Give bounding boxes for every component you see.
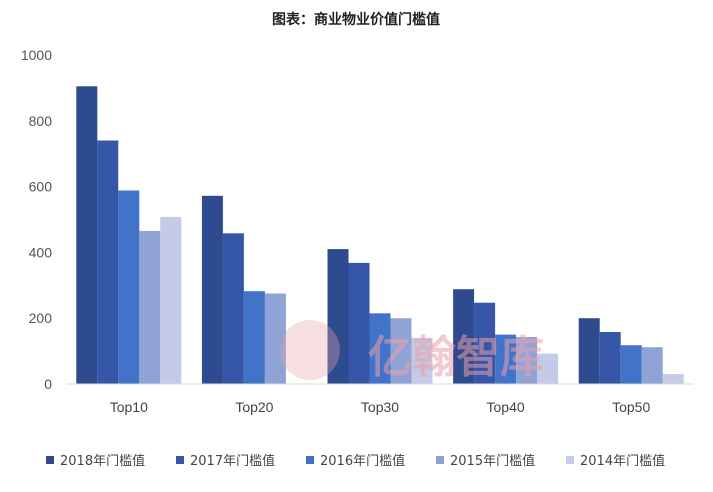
chart-title: 图表：商业物业价值门槛值 <box>272 11 440 28</box>
bar <box>97 140 119 384</box>
legend-label: 2015年门槛值 <box>450 453 535 469</box>
y-tick-label: 800 <box>29 113 53 129</box>
bar <box>222 233 244 384</box>
bar <box>537 353 559 384</box>
legend-label: 2017年门槛值 <box>190 453 275 469</box>
bar <box>118 190 140 384</box>
legend-swatch <box>566 456 574 464</box>
legend-swatch <box>46 456 54 464</box>
bar <box>390 318 412 384</box>
legend-label: 2018年门槛值 <box>60 453 145 469</box>
y-axis: 0 200 400 600 800 1000 <box>21 47 52 392</box>
y-tick-label: 400 <box>29 244 53 260</box>
bar <box>578 318 600 384</box>
watermark: 亿翰智库 <box>280 320 544 383</box>
y-tick-label: 200 <box>29 310 53 326</box>
watermark-logo <box>280 320 340 380</box>
bar <box>264 293 286 384</box>
bar <box>201 195 223 384</box>
x-tick-label: Top10 <box>110 399 148 415</box>
legend-swatch <box>306 456 314 464</box>
legend-label: 2016年门槛值 <box>320 453 405 469</box>
x-tick-label: Top30 <box>361 399 399 415</box>
y-tick-label: 600 <box>29 179 53 195</box>
bar <box>495 334 517 384</box>
bars <box>76 86 684 385</box>
bar <box>411 337 433 384</box>
bar <box>369 313 391 384</box>
x-tick-label: Top50 <box>612 399 650 415</box>
y-tick-label: 0 <box>44 376 52 392</box>
legend: 2018年门槛值 2017年门槛值 2016年门槛值 2015年门槛值 2014年门槛值 <box>46 453 665 469</box>
bar <box>641 347 663 384</box>
bar <box>139 231 161 384</box>
bar <box>474 302 496 384</box>
y-tick-label: 1000 <box>21 47 52 63</box>
bar <box>348 262 370 384</box>
bar <box>160 216 182 384</box>
x-axis: Top10 Top20 Top30 Top40 Top50 <box>110 399 651 415</box>
x-tick-label: Top40 <box>487 399 525 415</box>
x-tick-label: Top20 <box>235 399 273 415</box>
bar <box>243 291 265 384</box>
bar <box>453 289 475 384</box>
bar <box>327 249 349 384</box>
legend-swatch <box>436 456 444 464</box>
bar <box>599 332 621 384</box>
bar <box>516 337 538 384</box>
legend-swatch <box>176 456 184 464</box>
watermark-text: 亿翰智库 <box>368 332 544 383</box>
bar <box>662 374 684 384</box>
bar <box>76 86 98 385</box>
legend-label: 2014年门槛值 <box>580 453 665 469</box>
bar <box>620 345 642 384</box>
